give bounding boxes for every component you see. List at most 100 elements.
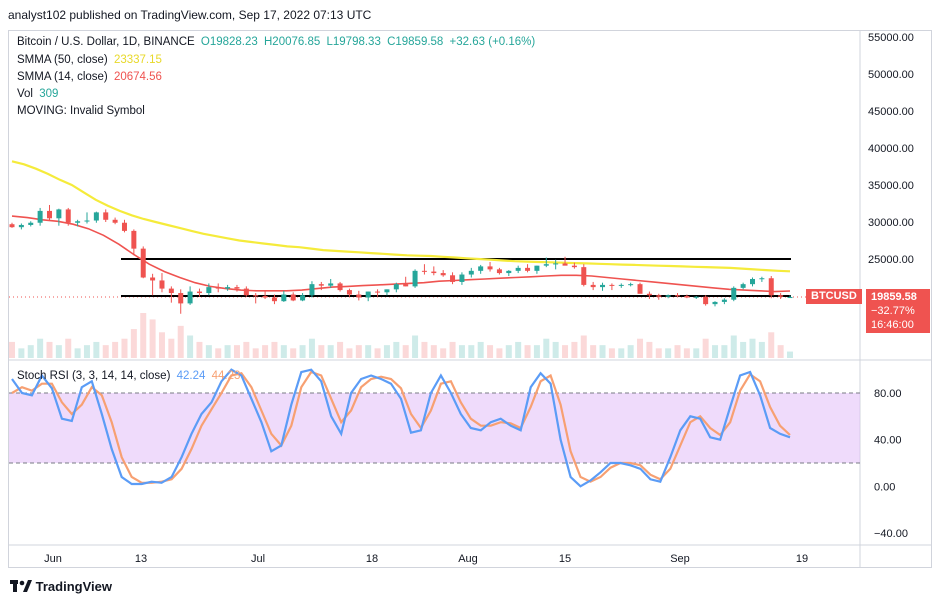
candle-body (590, 284, 596, 288)
volume-bar (618, 348, 625, 358)
volume-bar (777, 345, 784, 358)
chart-frame (8, 30, 932, 568)
volume-bar (18, 348, 25, 358)
candle-body (75, 221, 81, 223)
volume-bar (215, 348, 222, 358)
candle-body (646, 293, 652, 296)
candle-body (9, 224, 15, 228)
volume-bar (271, 341, 278, 358)
volume-bar (65, 338, 72, 358)
candle-body (225, 287, 231, 289)
legend-sma50-value: 23337.15 (113, 54, 162, 66)
tradingview-logo-icon (10, 579, 32, 596)
price-tick-label: 55000.00 (868, 32, 914, 44)
legend-moving-label: MOVING: Invalid Symbol (17, 105, 145, 117)
volume-bar (674, 345, 681, 358)
candle-body (506, 270, 512, 274)
publisher-line: analyst102 published on TradingView.com,… (8, 8, 372, 22)
volume-bar (9, 341, 15, 358)
stoch-k-line (11, 368, 791, 488)
footer-brand: TradingView (35, 579, 112, 594)
volume-bar (205, 345, 212, 358)
candle-body (375, 291, 381, 293)
legend-sma50-row: SMMA (50, close) 23337.15 (17, 54, 162, 66)
volume-bar (665, 348, 672, 358)
candle-body (431, 271, 437, 274)
candle-body (618, 284, 624, 286)
price-tick-label: 30000.00 (868, 217, 914, 229)
candle-body (600, 284, 606, 288)
candle-body (206, 287, 212, 294)
candle-body (234, 287, 240, 289)
candle-body (421, 270, 427, 272)
legend-sma14-value: 20674.56 (113, 71, 162, 83)
volume-bar (355, 345, 362, 358)
candle-body (365, 291, 371, 298)
candle-body (487, 266, 493, 270)
candle-body (778, 295, 784, 297)
volume-bar (196, 341, 203, 358)
volume-bar (458, 345, 465, 358)
candle-body (787, 297, 793, 299)
volume-bar (758, 341, 765, 358)
legend-change: +32.63 (+0.16%) (449, 36, 536, 48)
candle-body (403, 284, 409, 287)
volume-bar (787, 351, 793, 358)
legend-vol-row: Vol 309 (17, 88, 58, 100)
footer: TradingView (10, 579, 112, 597)
legend-sma50-label: SMMA (50, close) (17, 54, 108, 66)
candle-body (675, 295, 681, 297)
candle-body (515, 267, 521, 271)
time-tick-label: Aug (458, 553, 478, 565)
price-tag-value: 19859.58 (871, 291, 917, 303)
volume-bar (393, 341, 400, 358)
candle-body (768, 278, 774, 296)
legend-rsi-k: 42.24 (176, 370, 206, 382)
volume-bar (55, 345, 62, 358)
volume-bar (280, 345, 287, 358)
legend-close: C19859.58 (387, 36, 444, 48)
legend-rsi-row: Stoch RSI (3, 3, 14, 14, close) 42.24 44… (17, 370, 240, 382)
candle-body (693, 296, 699, 298)
volume-bar (571, 341, 578, 358)
volume-bar (712, 345, 719, 358)
volume-bar (402, 345, 409, 358)
volume-bar (168, 338, 175, 358)
price-tag-pct: −32.77% (871, 305, 915, 317)
candle-body (468, 270, 474, 275)
volume-bar (440, 348, 447, 358)
volume-bar (562, 345, 569, 358)
candle-body (196, 291, 202, 294)
price-tick-label: 40000.00 (868, 143, 914, 155)
price-tick-label: 50000.00 (868, 69, 914, 81)
volume-bar (515, 341, 522, 358)
candle-body (740, 284, 746, 288)
volume-bar (337, 341, 344, 358)
legend-high: H20076.85 (264, 36, 321, 48)
candle-body (112, 219, 118, 223)
candle-body (46, 210, 52, 219)
volume-bar (590, 345, 597, 358)
candle-body (121, 222, 127, 231)
candle-body (28, 222, 34, 225)
volume-bar (83, 345, 90, 358)
candle-body (571, 265, 577, 268)
volume-bar (93, 341, 100, 358)
volume-bar (224, 345, 231, 358)
legend-vol-label: Vol (17, 88, 33, 100)
candle-body (215, 287, 221, 289)
volume-bar (112, 341, 119, 358)
candle-body (65, 209, 71, 223)
candle-body (300, 295, 306, 301)
candle-body (243, 288, 249, 296)
price-tick-label: 45000.00 (868, 106, 914, 118)
candle-body (459, 274, 465, 282)
candle-body (450, 275, 456, 282)
volume-bar (74, 348, 81, 358)
volume-bar (421, 341, 428, 358)
time-tick-label: 18 (366, 553, 378, 565)
candle-body (525, 267, 531, 271)
time-tick-label: 19 (796, 553, 808, 565)
rsi-tick-label: 40.00 (874, 435, 902, 447)
